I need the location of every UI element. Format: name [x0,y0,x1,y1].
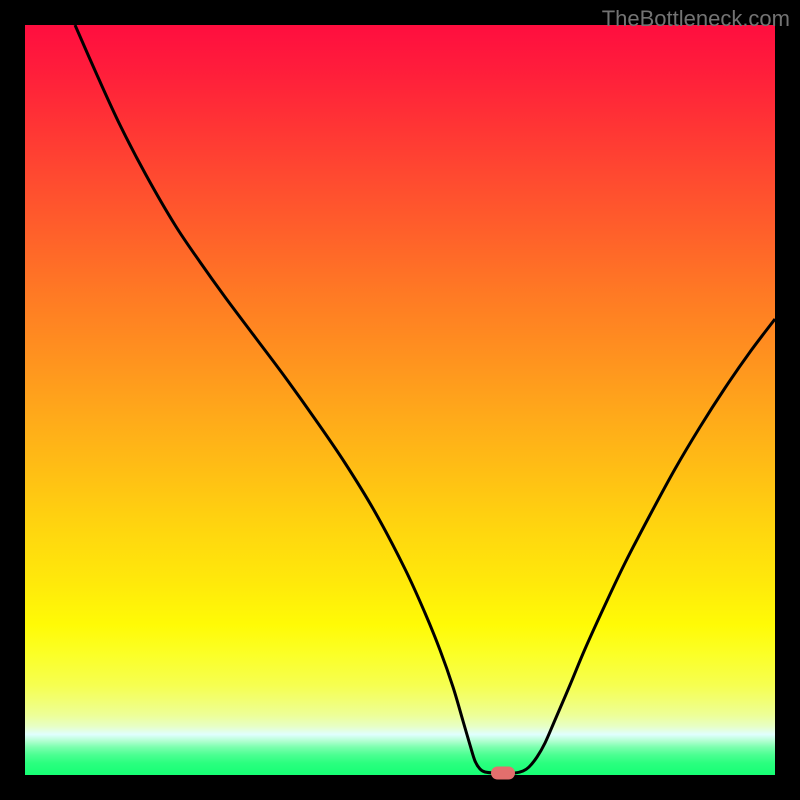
bottleneck-curve [75,25,775,773]
optimal-point-marker [491,767,515,780]
plot-area [25,25,775,775]
curve-layer [25,25,775,775]
watermark-text: TheBottleneck.com [602,6,790,32]
chart-frame: TheBottleneck.com [0,0,800,800]
